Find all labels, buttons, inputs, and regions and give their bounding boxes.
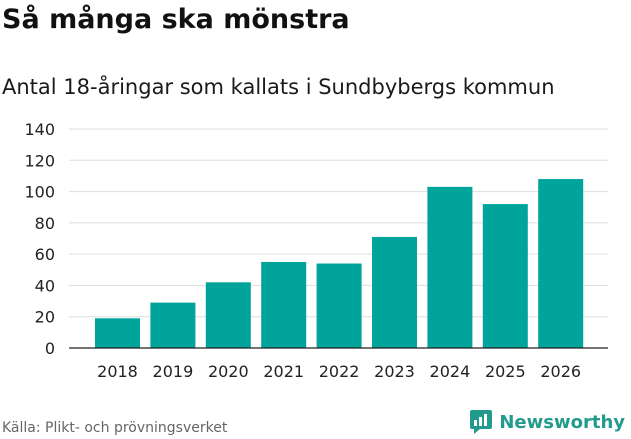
y-tick-label: 40 (35, 276, 55, 295)
bar-2024 (427, 186, 473, 348)
bar-2022 (316, 263, 362, 348)
newsworthy-logo: Newsworthy (469, 408, 625, 436)
x-tick-label: 2025 (485, 362, 526, 381)
x-tick-label: 2021 (263, 362, 304, 381)
y-tick-label: 100 (24, 183, 55, 202)
x-tick-label: 2020 (208, 362, 249, 381)
x-tick-label: 2023 (374, 362, 415, 381)
bar-2026 (538, 179, 584, 348)
y-tick-label: 120 (24, 151, 55, 170)
y-tick-label: 20 (35, 308, 55, 327)
newsworthy-logo-icon (470, 410, 493, 434)
source-note: Källa: Plikt- och prövningsverket (2, 420, 228, 436)
x-tick-label: 2024 (430, 362, 471, 381)
chart-title: Så många ska mönstra (2, 4, 350, 35)
y-tick-label: 60 (35, 245, 55, 264)
bar-2018 (95, 318, 140, 348)
y-tick-label: 140 (24, 120, 55, 139)
x-tick-label: 2018 (97, 362, 138, 381)
bar-2025 (482, 204, 528, 348)
y-tick-label: 80 (35, 214, 55, 233)
bar-2021 (261, 261, 307, 348)
x-tick-label: 2019 (153, 362, 194, 381)
x-tick-label: 2026 (540, 362, 581, 381)
brand-name: Newsworthy (499, 411, 625, 433)
x-tick-label: 2022 (319, 362, 360, 381)
bar-2023 (372, 236, 417, 348)
bar-2019 (150, 302, 196, 348)
chart-subtitle: Antal 18-åringar som kallats i Sundbyber… (2, 75, 555, 99)
y-tick-label: 0 (45, 339, 55, 358)
bar-2020 (205, 282, 251, 348)
